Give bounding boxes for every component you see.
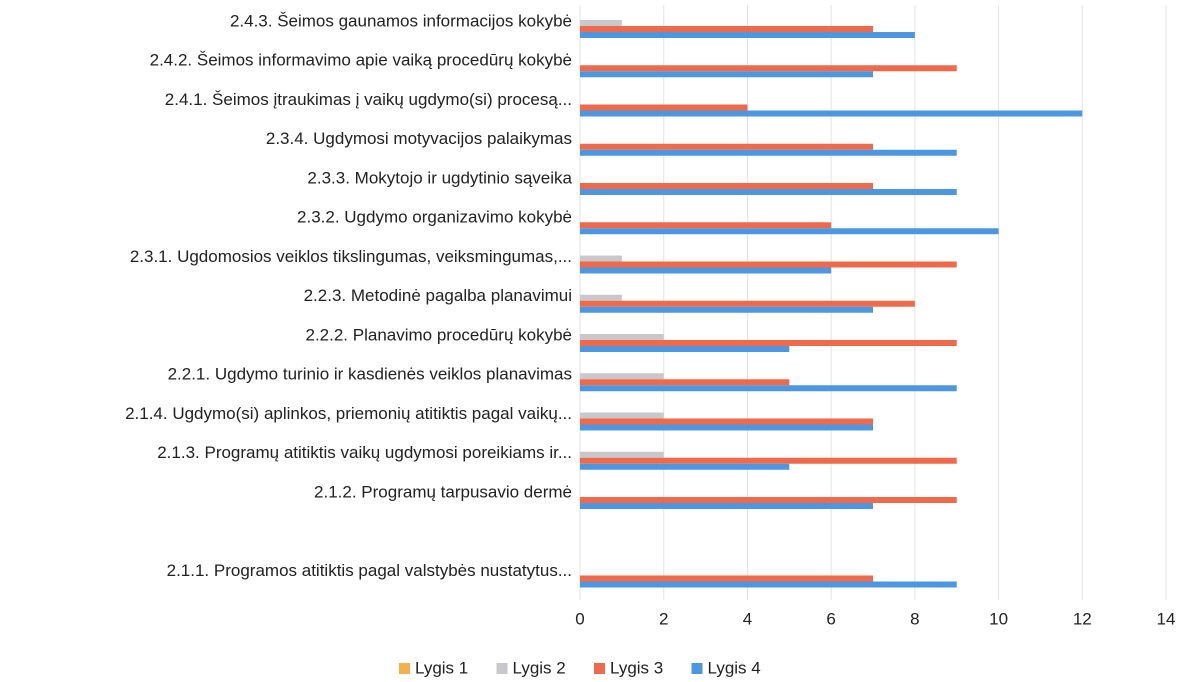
bar (580, 149, 957, 156)
legend-label: Lygis 1 (415, 658, 468, 677)
bar (580, 294, 622, 301)
x-tick-label: 12 (1073, 609, 1092, 628)
bar (580, 267, 832, 274)
x-tick-label: 6 (826, 609, 835, 628)
bar (580, 575, 873, 582)
x-tick-label: 2 (659, 609, 668, 628)
x-tick-label: 8 (910, 609, 919, 628)
bar (580, 424, 873, 431)
bar (580, 457, 957, 464)
bar (580, 110, 1083, 117)
legend-label: Lygis 3 (610, 658, 663, 677)
bar (580, 503, 873, 509)
y-tick-label: 2.3.4. Ugdymosi motyvacijos palaikymas (266, 129, 572, 148)
bar (580, 373, 664, 380)
legend-swatch (399, 663, 410, 674)
bar (580, 385, 957, 392)
legend-swatch (691, 663, 703, 674)
bar (580, 255, 622, 262)
y-tick-label: 2.3.1. Ugdomosios veiklos tikslingumas, … (130, 247, 572, 266)
bar (580, 228, 999, 235)
bar (580, 143, 873, 150)
x-tick-label: 4 (743, 609, 752, 628)
bar (580, 418, 873, 425)
bar (580, 300, 915, 307)
x-tick-label: 14 (1157, 609, 1176, 628)
bar (580, 346, 790, 352)
y-tick-label: 2.1.4. Ugdymo(si) aplinkos, priemonių at… (125, 404, 572, 423)
bar (580, 26, 873, 32)
y-tick-label: 2.3.3. Mokytojo ir ugdytinio sąveika (307, 168, 572, 187)
bar (580, 334, 664, 340)
legend-swatch (594, 663, 605, 674)
x-tick-label: 0 (575, 609, 584, 628)
y-tick-label: 2.1.3. Programų atitiktis vaikų ugdymosi… (157, 443, 572, 462)
legend-label: Lygis 4 (708, 658, 761, 677)
y-tick-label: 2.1.1. Programos atitiktis pagal valstyb… (167, 561, 572, 580)
bar (580, 463, 790, 470)
y-tick-label: 2.2.3. Metodinė pagalba planavimui (304, 286, 572, 305)
bar (580, 104, 748, 111)
bar (580, 306, 873, 313)
bar (580, 261, 957, 268)
y-tick-label: 2.4.2. Šeimos informavimo apie vaiką pro… (150, 51, 572, 70)
x-tick-label: 10 (989, 609, 1008, 628)
y-tick-label: 2.3.2. Ugdymo organizavimo kokybė (297, 208, 572, 227)
y-tick-label: 2.4.1. Šeimos įtraukimas į vaikų ugdymo(… (165, 90, 572, 109)
legend-swatch (496, 663, 508, 674)
bar (580, 451, 664, 458)
y-tick-label: 2.2.2. Planavimo procedūrų kokybė (306, 325, 573, 344)
bar (580, 340, 957, 346)
bar (580, 183, 873, 189)
y-tick-label: 2.1.2. Programų tarpusavio dermė (314, 482, 572, 501)
bar (580, 71, 873, 78)
bar (580, 581, 957, 588)
bar (580, 497, 957, 503)
bar (580, 20, 622, 26)
bar (580, 189, 957, 195)
bar (580, 412, 664, 419)
bar (580, 32, 915, 38)
legend-label: Lygis 2 (513, 658, 566, 677)
y-tick-label: 2.2.1. Ugdymo turinio ir kasdienės veikl… (168, 365, 572, 384)
bar (580, 379, 790, 386)
y-tick-label: 2.4.3. Šeimos gaunamos informacijos koky… (230, 11, 572, 30)
bar (580, 222, 832, 229)
bar (580, 65, 957, 72)
